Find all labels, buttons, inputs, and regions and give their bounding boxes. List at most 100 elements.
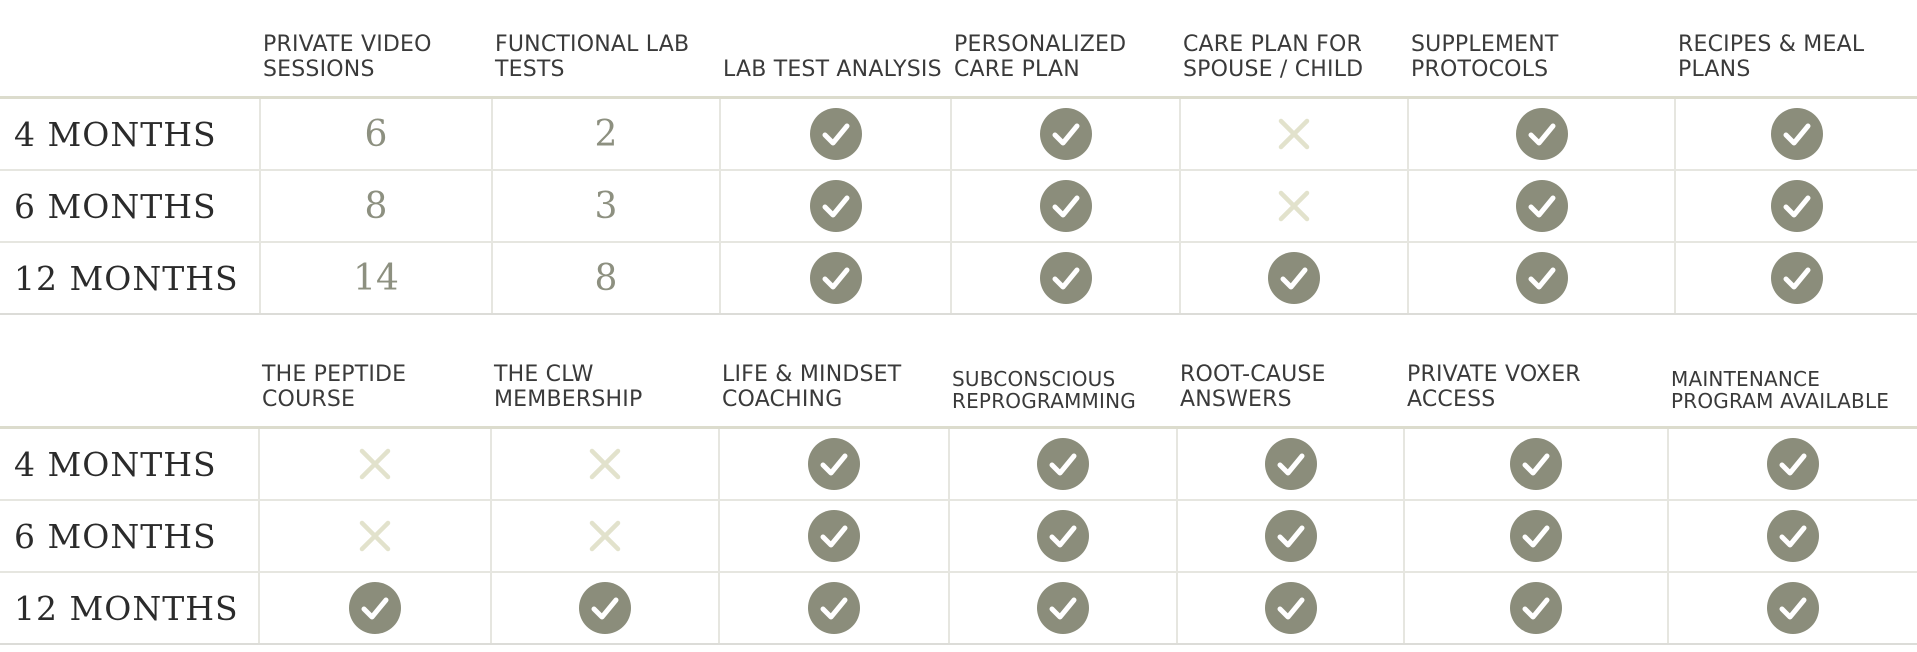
cross-icon	[358, 519, 392, 553]
feature-cell	[948, 572, 1177, 645]
cross-icon	[588, 447, 622, 481]
feature-cell: 8	[491, 242, 720, 315]
feature-cell	[1674, 170, 1917, 243]
table-row: 6 MONTHS 8 3	[0, 170, 1917, 243]
feature-cell	[719, 170, 951, 243]
header-private-video-sessions: PRIVATE VIDEO SESSIONS	[260, 0, 492, 99]
header-clw-membership: THE CLW MEMBERSHIP	[491, 330, 719, 429]
feature-cell	[1403, 500, 1668, 573]
feature-cell: 8	[259, 170, 492, 243]
feature-cell	[490, 500, 719, 573]
plan-duration-label: 4 MONTHS	[0, 427, 259, 501]
feature-cell	[1176, 500, 1404, 573]
plan-duration-label: 12 MONTHS	[0, 572, 259, 645]
check-icon	[1770, 108, 1823, 160]
feature-cell	[719, 242, 951, 315]
check-icon	[1039, 252, 1092, 304]
feature-cell	[950, 242, 1180, 315]
check-icon	[1767, 510, 1819, 562]
feature-cell	[950, 170, 1180, 243]
header-root-cause-answers: ROOT-CAUSE ANSWERS	[1177, 330, 1404, 429]
feature-count: 2	[594, 113, 618, 155]
table-row: 12 MONTHS	[0, 572, 1917, 645]
check-icon	[1515, 180, 1568, 232]
plan-duration-label: 6 MONTHS	[0, 170, 260, 243]
feature-cell	[950, 97, 1180, 171]
check-icon	[808, 582, 860, 634]
check-icon	[1515, 252, 1568, 304]
feature-cell	[718, 572, 949, 645]
feature-count: 8	[594, 257, 618, 299]
feature-count: 6	[364, 113, 388, 155]
table-1-header-row: PRIVATE VIDEO SESSIONS FUNCTIONAL LAB TE…	[0, 0, 1917, 99]
header-subconscious-reprogramming: SUBCONSCIOUS REPROGRAMMING	[949, 330, 1177, 429]
check-icon	[1510, 438, 1562, 490]
feature-cell	[1179, 97, 1408, 171]
check-icon	[1770, 180, 1823, 232]
feature-cell	[1674, 242, 1917, 315]
feature-cell	[490, 427, 719, 501]
header-functional-lab-tests: FUNCTIONAL LAB TESTS	[492, 0, 720, 99]
feature-cell	[258, 500, 491, 573]
plan-duration-label: 4 MONTHS	[0, 97, 260, 171]
feature-cell	[719, 97, 951, 171]
check-icon	[349, 582, 401, 634]
check-icon	[809, 180, 862, 232]
check-icon	[808, 510, 860, 562]
check-icon	[1770, 252, 1823, 304]
feature-cell	[1667, 427, 1917, 501]
cross-icon	[358, 447, 392, 481]
check-icon	[1264, 438, 1317, 490]
feature-cell	[1176, 427, 1404, 501]
comparison-table-2: THE PEPTIDE COURSE THE CLW MEMBERSHIP LI…	[0, 330, 1917, 645]
check-icon	[1510, 510, 1562, 562]
header-supplement-protocols: SUPPLEMENT PROTOCOLS	[1408, 0, 1675, 99]
feature-cell	[948, 500, 1177, 573]
header-lab-test-analysis: LAB TEST ANALYSIS	[720, 0, 951, 99]
feature-cell	[1179, 242, 1408, 315]
header-peptide-course: THE PEPTIDE COURSE	[259, 330, 491, 429]
header-life-mindset-coaching: LIFE & MINDSET COACHING	[719, 330, 949, 429]
check-icon	[1515, 108, 1568, 160]
check-icon	[1039, 108, 1092, 160]
feature-count: 3	[594, 185, 618, 227]
feature-count: 8	[364, 185, 388, 227]
feature-cell	[1403, 427, 1668, 501]
feature-cell	[258, 572, 491, 645]
check-icon	[809, 108, 862, 160]
feature-cell: 14	[259, 242, 492, 315]
check-icon	[1510, 582, 1562, 634]
feature-cell	[1407, 170, 1675, 243]
feature-cell: 6	[259, 97, 492, 171]
table-row: 4 MONTHS 6 2	[0, 97, 1917, 171]
table-row: 12 MONTHS 14 8	[0, 242, 1917, 315]
plan-duration-label: 12 MONTHS	[0, 242, 260, 315]
feature-cell	[948, 427, 1177, 501]
plan-duration-label: 6 MONTHS	[0, 500, 259, 573]
feature-cell	[490, 572, 719, 645]
header-corner	[0, 0, 260, 99]
table-row: 4 MONTHS	[0, 427, 1917, 501]
check-icon	[579, 582, 631, 634]
check-icon	[1264, 582, 1317, 634]
check-icon	[1037, 438, 1089, 490]
check-icon	[1039, 180, 1092, 232]
feature-cell	[258, 427, 491, 501]
check-icon	[1037, 510, 1089, 562]
check-icon	[808, 438, 860, 490]
feature-cell: 2	[491, 97, 720, 171]
feature-count: 14	[353, 257, 399, 299]
header-private-voxer-access: PRIVATE VOXER ACCESS	[1404, 330, 1668, 429]
table-row: 6 MONTHS	[0, 500, 1917, 573]
check-icon	[1767, 438, 1819, 490]
check-icon	[1037, 582, 1089, 634]
header-maintenance-program: MAINTENANCE PROGRAM AVAILABLE	[1668, 330, 1917, 429]
feature-cell	[1179, 170, 1408, 243]
feature-cell	[718, 500, 949, 573]
comparison-table-1: PRIVATE VIDEO SESSIONS FUNCTIONAL LAB TE…	[0, 0, 1917, 315]
feature-cell	[1407, 97, 1675, 171]
header-care-plan-spouse-child: CARE PLAN FOR SPOUSE / CHILD	[1180, 0, 1408, 99]
table-2-header-row: THE PEPTIDE COURSE THE CLW MEMBERSHIP LI…	[0, 330, 1917, 429]
header-corner	[0, 330, 259, 429]
feature-cell	[1667, 572, 1917, 645]
